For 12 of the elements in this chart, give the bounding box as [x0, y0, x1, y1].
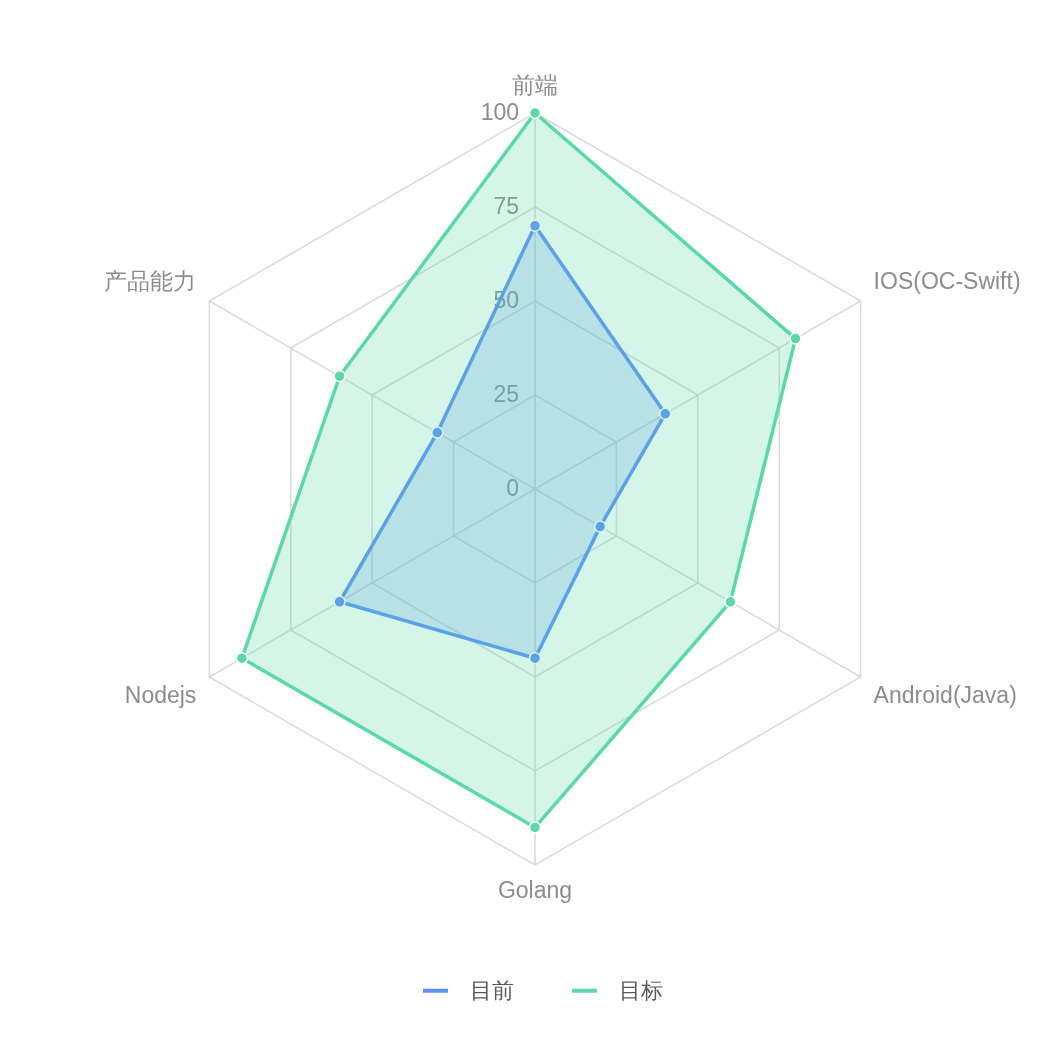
legend-label: 目前 [470, 977, 514, 1003]
y-tick-label: 75 [493, 193, 519, 219]
spoke-label: IOS(OC-Swift) [873, 267, 1021, 294]
spoke-label: 产品能力 [104, 267, 197, 294]
spoke-label: 前端 [512, 72, 558, 98]
y-tick-label: 25 [493, 381, 519, 407]
y-tick-label: 0 [506, 475, 519, 501]
y-tick-label: 100 [480, 99, 519, 125]
spoke-label: Nodejs [124, 681, 197, 708]
spoke-label: Golang [497, 877, 573, 903]
spoke-label: Android(Java) [873, 681, 1017, 708]
legend-label: 目标 [619, 977, 663, 1003]
